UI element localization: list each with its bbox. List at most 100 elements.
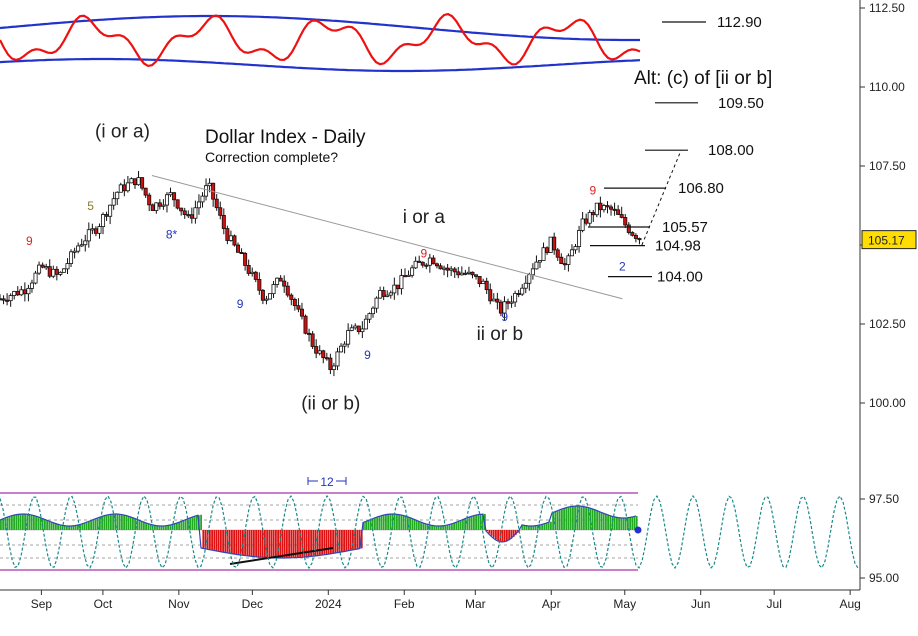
histogram-bar	[37, 516, 40, 530]
candle-body	[285, 285, 290, 296]
osc-tick-label: 97.50	[869, 492, 899, 506]
histogram-bar	[275, 530, 277, 558]
histogram-bar	[272, 530, 275, 558]
histogram-bar	[292, 530, 295, 558]
histogram-bar	[189, 518, 191, 530]
candle-body	[424, 264, 429, 267]
histogram-bar	[316, 530, 319, 556]
candle-body	[630, 232, 635, 236]
y-tick-label: 100.00	[869, 396, 906, 410]
candle-body	[506, 301, 511, 304]
histogram-bar	[112, 514, 114, 530]
histogram-bar	[607, 514, 609, 530]
histogram-bar	[393, 514, 396, 530]
histogram-bar	[356, 530, 359, 550]
histogram-bar	[79, 524, 81, 530]
histogram-bar	[44, 519, 46, 530]
histogram-bar	[279, 530, 282, 558]
histogram-bar	[387, 514, 389, 530]
wave-label: ii or b	[477, 324, 523, 345]
histogram-bar	[545, 523, 548, 530]
histogram-bar	[244, 530, 246, 556]
candle-body	[250, 271, 255, 274]
histogram-bar	[167, 525, 169, 530]
candle-body	[609, 206, 614, 210]
histogram-bar	[195, 515, 198, 530]
histogram-bar	[602, 512, 605, 530]
histogram-bar	[508, 530, 510, 541]
candle-body	[534, 261, 539, 270]
histogram-bar	[180, 521, 183, 530]
histogram-bar	[26, 514, 29, 530]
candle-body	[8, 295, 13, 302]
candle-body	[530, 268, 535, 276]
histogram-bar	[402, 515, 405, 530]
histogram-bar	[77, 525, 79, 530]
candle-body	[573, 246, 578, 251]
histogram-bar	[46, 520, 48, 530]
histogram-bar	[184, 519, 187, 530]
histogram-bar	[63, 525, 66, 530]
x-tick-label: May	[613, 597, 636, 611]
candle-body	[104, 214, 109, 217]
chart-frame	[0, 0, 861, 591]
histogram-bar	[409, 517, 411, 530]
count-label: 9	[590, 183, 597, 197]
histogram-bar	[138, 520, 141, 530]
histogram-bar	[490, 530, 493, 536]
histogram-bar	[510, 530, 513, 539]
histogram-bar	[96, 518, 99, 530]
candle-body	[616, 209, 621, 215]
candle-body	[5, 299, 10, 302]
histogram-bar	[81, 524, 84, 530]
histogram-bar	[609, 515, 612, 530]
histogram-bar	[248, 530, 251, 556]
x-tick-label: Nov	[168, 597, 189, 611]
candle-body	[353, 325, 358, 329]
candle-body	[577, 230, 582, 247]
candle-body	[594, 202, 599, 216]
histogram-bar	[158, 525, 161, 530]
candle-body	[584, 218, 589, 224]
histogram-bar	[532, 525, 535, 530]
histogram-bar	[55, 523, 57, 530]
candle-body	[86, 229, 91, 242]
count-label: 9	[26, 234, 33, 248]
cycle-label-bg	[318, 474, 336, 488]
histogram-outline	[0, 505, 637, 559]
histogram-bar	[15, 514, 18, 530]
candle-body	[267, 293, 272, 300]
candle-body	[335, 351, 340, 367]
histogram-bar	[239, 530, 242, 555]
histogram-bar	[246, 530, 249, 556]
candle-body	[40, 264, 45, 268]
candle-body	[22, 289, 27, 295]
histogram-bar	[228, 530, 231, 554]
histogram-bar	[132, 517, 134, 530]
candle-body	[381, 290, 386, 297]
histogram-bar	[22, 514, 24, 530]
candle-body	[502, 301, 507, 314]
histogram-bar	[39, 517, 42, 530]
candle-body	[129, 178, 134, 184]
candle-body	[317, 350, 322, 354]
histogram-bar	[580, 506, 583, 530]
level-label: 109.50	[718, 95, 764, 112]
candle-body	[122, 184, 127, 192]
osc-endpoint	[634, 526, 642, 534]
histogram-bar	[539, 525, 541, 530]
histogram-bar	[446, 525, 449, 530]
count-label: 5	[87, 199, 94, 213]
histogram-bar	[312, 530, 315, 557]
histogram-bar	[462, 519, 464, 530]
current-price-box	[861, 230, 917, 250]
histogram-bar	[281, 530, 284, 558]
level-label: 108.00	[708, 142, 754, 159]
top-oscillator-panel	[0, 12, 641, 73]
histogram-bar	[24, 514, 26, 530]
histogram-bar	[206, 530, 209, 550]
histogram-bar	[404, 515, 407, 530]
histogram-bar	[116, 514, 119, 530]
histogram-bar	[442, 525, 444, 530]
